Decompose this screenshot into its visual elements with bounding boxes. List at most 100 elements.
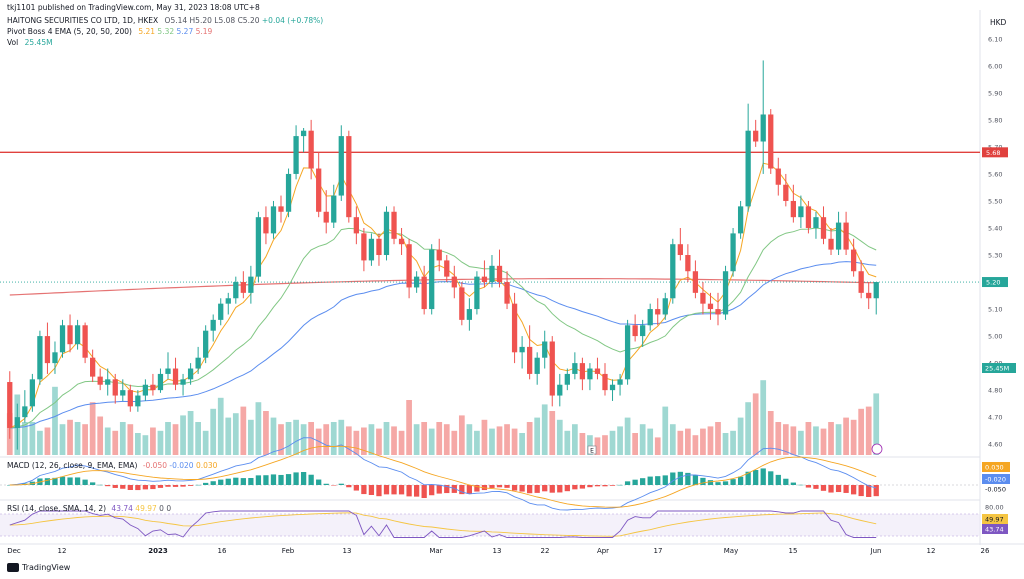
earnings-marker: [587, 445, 597, 455]
volume-bar: [361, 427, 367, 455]
candle-body: [489, 265, 495, 283]
rsi-axis-label: 80.00: [985, 504, 1004, 512]
price-tick-label: 5.50: [988, 197, 1002, 205]
macd-histogram-bar: [406, 485, 412, 497]
time-axis-label: 16: [218, 547, 227, 555]
macd-histogram-bar: [413, 485, 420, 497]
currency-label: HKD: [990, 18, 1007, 27]
macd-histogram-bar: [278, 474, 284, 485]
time-axis-label: 2023: [148, 547, 168, 555]
macd-histogram-bar: [248, 478, 254, 485]
time-axis-label: 26: [981, 547, 990, 555]
macd-histogram-bar: [331, 485, 337, 486]
macd-histogram-bar: [647, 476, 653, 485]
candle-body: [338, 136, 344, 196]
candle-body: [768, 114, 774, 169]
ema50-line: [9, 261, 877, 429]
volume-bar: [813, 426, 819, 455]
candle-body: [142, 384, 149, 396]
candle-body: [233, 282, 239, 299]
tradingview-logo[interactable]: TradingView: [7, 563, 70, 572]
volume-bar: [353, 430, 360, 455]
candle-body: [383, 211, 390, 256]
macd-histogram-bar: [564, 485, 570, 492]
volume-bar: [858, 408, 865, 455]
price-tick-label: 5.10: [988, 306, 1002, 314]
candle-body: [52, 352, 58, 364]
macd-histogram-bar: [489, 485, 495, 488]
macd-histogram-bar: [218, 479, 224, 485]
candle-body: [813, 217, 819, 228]
macd-axis-label: 0.030: [985, 464, 1004, 472]
macd-label: MACD (12, 26, close, 9, EMA, EMA): [7, 461, 138, 470]
candle-body: [835, 222, 842, 250]
publisher-line: tkj1101 published on TradingView.com, Ma…: [7, 3, 260, 12]
volume-bar: [413, 424, 420, 455]
candle-body: [316, 168, 322, 212]
candle-body: [135, 395, 141, 407]
rsi-legend: RSI (14, close, SMA, 14, 2) 43.74 49.97 …: [7, 504, 171, 514]
candle-body: [293, 136, 299, 174]
macd-histogram-bar: [572, 485, 578, 490]
candle-body: [783, 184, 789, 201]
macd-histogram-bar: [722, 481, 729, 485]
macd-histogram-bar: [670, 472, 676, 485]
macd-histogram-bar: [775, 474, 781, 485]
volume-bar: [248, 419, 254, 455]
volume-bar: [436, 422, 443, 455]
rsi-axis-box: [982, 502, 1008, 512]
volume-bar: [669, 424, 676, 455]
volume-bar: [541, 404, 548, 455]
volume-bar: [376, 428, 382, 455]
candle-body: [451, 276, 457, 288]
time-axis-label: 13: [343, 547, 352, 555]
candle-body: [391, 211, 397, 239]
candle-body: [195, 357, 201, 369]
candle-body: [640, 325, 646, 337]
candle-body: [7, 382, 13, 428]
candle-body: [707, 303, 714, 310]
candle-body: [511, 303, 518, 353]
volume-bar: [180, 415, 186, 455]
volume-bar: [458, 415, 465, 455]
volume-bar: [37, 430, 43, 455]
volume-bar: [715, 422, 721, 455]
candle-body: [263, 217, 269, 234]
macd-histogram-bar: [805, 485, 812, 488]
macd-histogram-bar: [383, 485, 390, 495]
volume-bar: [172, 424, 179, 455]
volume-bar: [662, 406, 669, 455]
macd-axis-box: [982, 474, 1010, 484]
macd-signal-line: [9, 445, 877, 508]
macd-histogram-bar: [632, 479, 638, 485]
volume-bar: [526, 422, 533, 455]
last-price-label: 5.20: [986, 279, 1000, 287]
candle-body: [700, 292, 706, 304]
macd-histogram-bar: [255, 475, 262, 485]
volume-bar: [217, 397, 224, 455]
rsi-band: [0, 514, 980, 536]
macd-histogram-bar: [338, 483, 344, 485]
volume-bar: [873, 393, 880, 455]
volume-bar: [850, 419, 857, 455]
macd-histogram-bar: [662, 475, 668, 485]
candle-body: [828, 238, 834, 250]
macd-histogram-bar: [180, 485, 186, 487]
symbol-name: HAITONG SECURITIES CO LTD, 1D, HKEX: [7, 16, 159, 25]
macd-histogram-bar: [52, 477, 58, 485]
candle-body: [745, 130, 751, 207]
macd-histogram-bar: [210, 481, 216, 485]
time-axis-label: May: [724, 547, 738, 555]
macd-histogram-bar: [436, 485, 442, 494]
macd-histogram-bar: [74, 477, 81, 485]
volume-bar: [798, 430, 804, 455]
volume-bar: [210, 408, 217, 455]
candle-body: [866, 292, 872, 299]
candle-body: [82, 325, 88, 358]
macd-histogram-bar: [542, 485, 548, 492]
volume-bar: [639, 424, 646, 455]
volume-bar: [195, 422, 201, 455]
macd-histogram-bar: [617, 484, 623, 486]
candle-body: [609, 384, 616, 391]
macd-histogram-bar: [858, 485, 864, 497]
